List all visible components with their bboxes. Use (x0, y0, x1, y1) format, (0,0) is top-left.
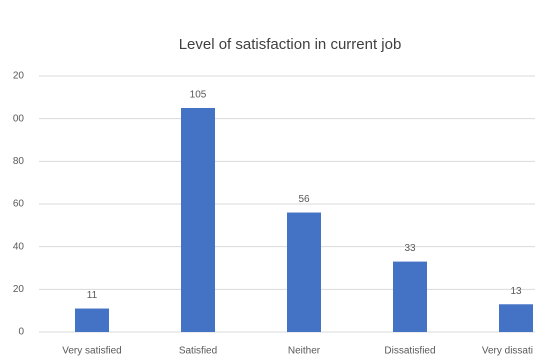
value-label: 56 (298, 194, 310, 205)
x-tick-label: Neither (288, 346, 321, 357)
value-label: 105 (190, 90, 207, 101)
value-label: 33 (404, 243, 416, 254)
x-tick-label: Satisfied (179, 346, 217, 357)
bar (287, 212, 321, 332)
y-tick-label: 00 (13, 113, 25, 124)
y-tick-label: 20 (13, 71, 25, 82)
y-tick-label: 80 (13, 156, 25, 167)
y-tick-label: 60 (13, 199, 25, 210)
x-tick-label: Dissatisfied (384, 346, 435, 357)
value-label: 11 (87, 290, 98, 301)
value-label: 13 (510, 286, 522, 297)
y-tick-label: 40 (13, 241, 25, 252)
bar (181, 108, 215, 332)
bar (393, 261, 427, 332)
x-tick-label: Very dissati (482, 346, 533, 357)
y-tick-label: 20 (13, 284, 25, 295)
bar (75, 308, 109, 332)
chart-title: Level of satisfaction in current job (179, 36, 402, 53)
y-tick-label: 0 (18, 327, 24, 338)
x-tick-label: Very satisfied (62, 346, 121, 357)
bar (499, 304, 533, 332)
